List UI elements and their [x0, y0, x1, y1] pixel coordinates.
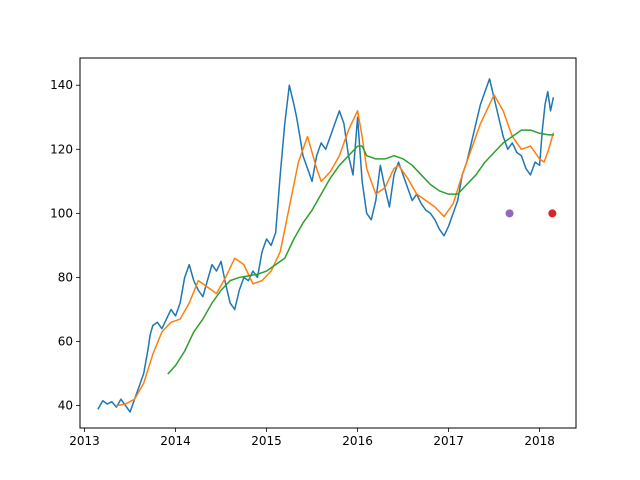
scatter-point-3-0	[505, 209, 514, 218]
y-tick-label: 60	[58, 335, 73, 349]
y-tick-label: 80	[58, 270, 73, 284]
x-tick-label: 2014	[160, 434, 191, 448]
x-tick-label: 2018	[524, 434, 555, 448]
scatter-point-4-0	[548, 209, 557, 218]
x-tick-label: 2016	[342, 434, 373, 448]
plot-frame	[79, 57, 577, 429]
y-tick-label: 120	[50, 142, 73, 156]
y-tick-label: 40	[58, 399, 73, 413]
series-layer	[97, 78, 557, 413]
x-tick-label: 2015	[251, 434, 282, 448]
axes-layer: 2013 2014 2015 2016 2017 2018 40 60 80 100 120 140	[50, 78, 555, 448]
series-line-1	[115, 94, 555, 407]
series-line-0	[97, 78, 555, 413]
series-line-2	[167, 129, 554, 375]
x-tick-label: 2013	[69, 434, 100, 448]
y-tick-label: 140	[50, 78, 73, 92]
y-tick-label: 100	[50, 206, 73, 220]
x-tick-label: 2017	[433, 434, 464, 448]
plot-area	[97, 78, 557, 413]
